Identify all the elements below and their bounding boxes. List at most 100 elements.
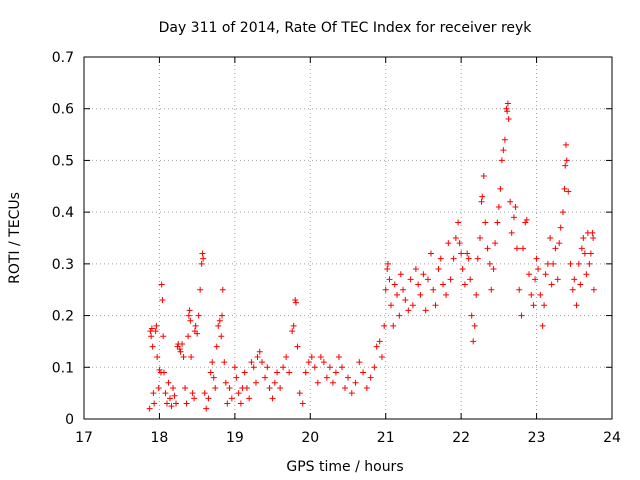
data-point (283, 353, 290, 360)
data-point (299, 400, 306, 407)
data-point (163, 400, 170, 407)
data-point (241, 369, 248, 376)
data-point (519, 245, 526, 252)
data-point (201, 390, 208, 397)
data-point (266, 384, 273, 391)
data-point (467, 276, 474, 283)
data-point (286, 369, 293, 376)
data-point (477, 235, 483, 241)
data-point (507, 198, 514, 205)
data-point (160, 369, 167, 376)
data-point (490, 266, 497, 273)
data-point (250, 364, 257, 371)
data-point (420, 271, 427, 278)
data-point (394, 291, 401, 298)
data-point (243, 384, 250, 391)
data-point (207, 369, 214, 376)
data-point (237, 400, 244, 407)
data-point (185, 333, 192, 340)
data-point (456, 240, 463, 247)
x-axis-label: GPS time / hours (286, 459, 403, 475)
data-point (171, 392, 178, 399)
data-point (504, 100, 511, 107)
data-point (405, 307, 412, 314)
data-point (177, 348, 184, 355)
data-point (526, 271, 533, 278)
data-point (320, 359, 327, 366)
data-point (314, 379, 321, 386)
data-point (482, 219, 489, 226)
data-point (305, 359, 312, 366)
data-point (294, 343, 301, 350)
data-point (474, 255, 481, 262)
data-point (228, 395, 235, 402)
data-point (586, 260, 593, 267)
data-point (465, 255, 472, 262)
data-point (473, 291, 480, 298)
data-point (289, 328, 296, 335)
data-point (412, 266, 419, 273)
data-point (197, 286, 204, 293)
data-point (182, 384, 189, 391)
data-point (471, 322, 478, 329)
data-point (590, 235, 597, 241)
data-point (565, 188, 572, 195)
data-point (186, 307, 193, 314)
data-point (352, 379, 359, 386)
data-point (503, 105, 510, 112)
data-point (149, 343, 156, 350)
data-point (556, 240, 563, 247)
data-point (486, 260, 493, 267)
data-point (415, 281, 422, 288)
x-tick-label: 19 (226, 430, 244, 446)
data-point (523, 216, 530, 223)
data-point (378, 353, 385, 360)
data-point (332, 369, 339, 376)
data-point (494, 219, 501, 226)
data-point (165, 379, 172, 386)
data-point (461, 281, 468, 288)
data-point (179, 341, 186, 348)
data-point (437, 255, 444, 262)
data-point (577, 281, 584, 288)
y-tick-label: 0.1 (52, 360, 74, 376)
data-point (518, 312, 525, 319)
data-point (384, 266, 391, 273)
data-point (152, 328, 159, 335)
data-point (280, 364, 287, 371)
data-point (440, 281, 447, 288)
data-point (203, 405, 210, 412)
data-point (194, 330, 201, 337)
data-point (539, 322, 546, 329)
x-tick-label: 20 (301, 430, 319, 446)
data-point (189, 390, 196, 397)
data-point (302, 369, 309, 376)
data-point (311, 364, 318, 371)
data-point (292, 297, 299, 304)
data-point (264, 364, 271, 371)
grid (84, 57, 612, 419)
data-point (170, 384, 177, 391)
data-point (209, 359, 216, 366)
data-point (464, 250, 471, 257)
data-point (222, 379, 229, 386)
data-point (373, 343, 380, 350)
data-point (528, 291, 535, 298)
data-point (575, 260, 582, 267)
data-point (548, 281, 555, 288)
data-point (356, 359, 363, 366)
data-point (262, 374, 269, 381)
data-point (348, 390, 355, 397)
data-point (381, 322, 388, 329)
data-point (590, 286, 597, 293)
data-point (360, 369, 367, 376)
data-point (510, 214, 517, 221)
data-point (541, 302, 548, 309)
data-point (492, 240, 499, 247)
data-point (569, 286, 576, 293)
data-point (199, 250, 206, 257)
data-point (198, 260, 205, 267)
data-point (296, 390, 303, 397)
data-point (422, 307, 429, 314)
